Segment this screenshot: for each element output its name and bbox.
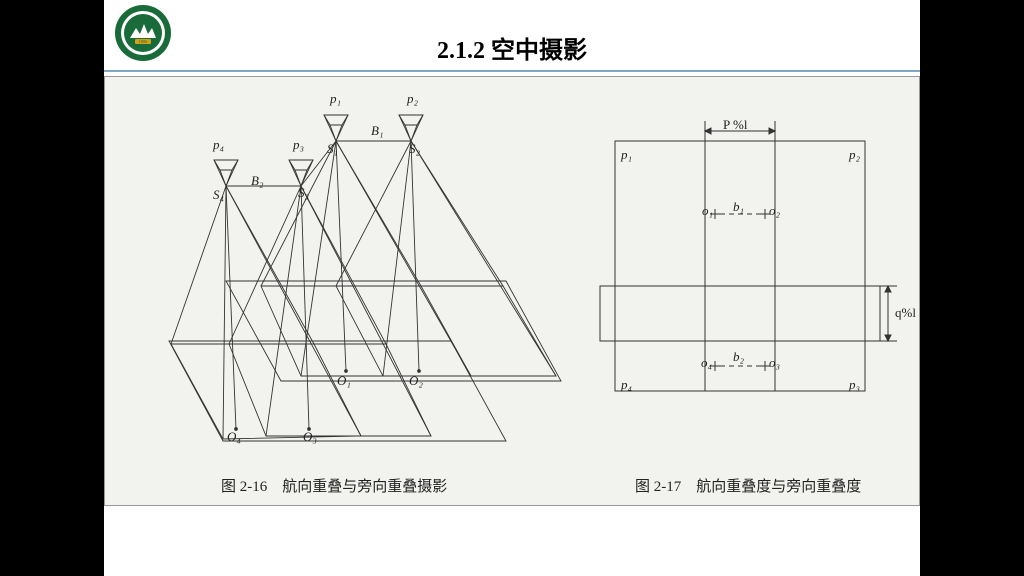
figure-2-16 (111, 81, 571, 481)
label-r-p2: p₂ (849, 147, 860, 163)
caption-2-17: 图 2-17 航向重叠度与旁向重叠度 (635, 475, 861, 496)
caption-2-16-text: 航向重叠与旁向重叠摄影 (282, 479, 447, 495)
label-r-p1: p₁ (621, 147, 632, 163)
page-title: 2.1.2 空中摄影 (104, 30, 920, 65)
label-o1: o₁ (702, 203, 713, 219)
label-b2: b₂ (733, 349, 744, 365)
caption-2-17-text: 航向重叠度与旁向重叠度 (696, 479, 861, 495)
label-S1: S₁ (327, 141, 338, 157)
header: 1906 2.1.2 空中摄影 (104, 0, 920, 72)
caption-2-16-id: 图 2-16 (221, 479, 267, 495)
header-rule (104, 70, 920, 72)
label-p4: p₄ (213, 137, 224, 153)
label-S3: S₃ (298, 185, 309, 201)
figure-2-17 (595, 81, 915, 481)
label-S4: S₄ (213, 187, 224, 203)
label-q-overlap: q%l (895, 305, 916, 321)
label-B2: B₂ (251, 173, 263, 189)
label-p3: p₃ (293, 137, 304, 153)
label-o3: o₃ (769, 355, 780, 371)
label-r-p4: p₄ (621, 377, 632, 393)
label-O3: O₃ (303, 429, 317, 445)
label-p1: p₁ (330, 91, 341, 107)
label-b1: b₁ (733, 199, 744, 215)
label-O2: O₂ (409, 373, 423, 389)
caption-2-17-id: 图 2-17 (635, 479, 681, 495)
label-B1: B₁ (371, 123, 383, 139)
label-r-p3: p₃ (849, 377, 860, 393)
label-o2: o₂ (769, 203, 780, 219)
label-o4: o₄ (701, 355, 712, 371)
caption-2-16: 图 2-16 航向重叠与旁向重叠摄影 (221, 475, 447, 496)
figure-area: p₁ p₂ p₃ p₄ S₁ S₂ S₃ S₄ B₁ B₂ O₁ O₂ O₃ O… (104, 76, 920, 506)
label-p2: p₂ (407, 91, 418, 107)
section-title: 空中摄影 (491, 38, 587, 64)
label-O1: O₁ (337, 373, 351, 389)
section-number: 2.1.2 (437, 38, 485, 64)
label-P-overlap: P %l (723, 117, 747, 133)
label-O4: O₄ (227, 429, 241, 445)
slide: 1906 2.1.2 空中摄影 (104, 0, 920, 576)
label-S2: S₂ (409, 141, 420, 157)
